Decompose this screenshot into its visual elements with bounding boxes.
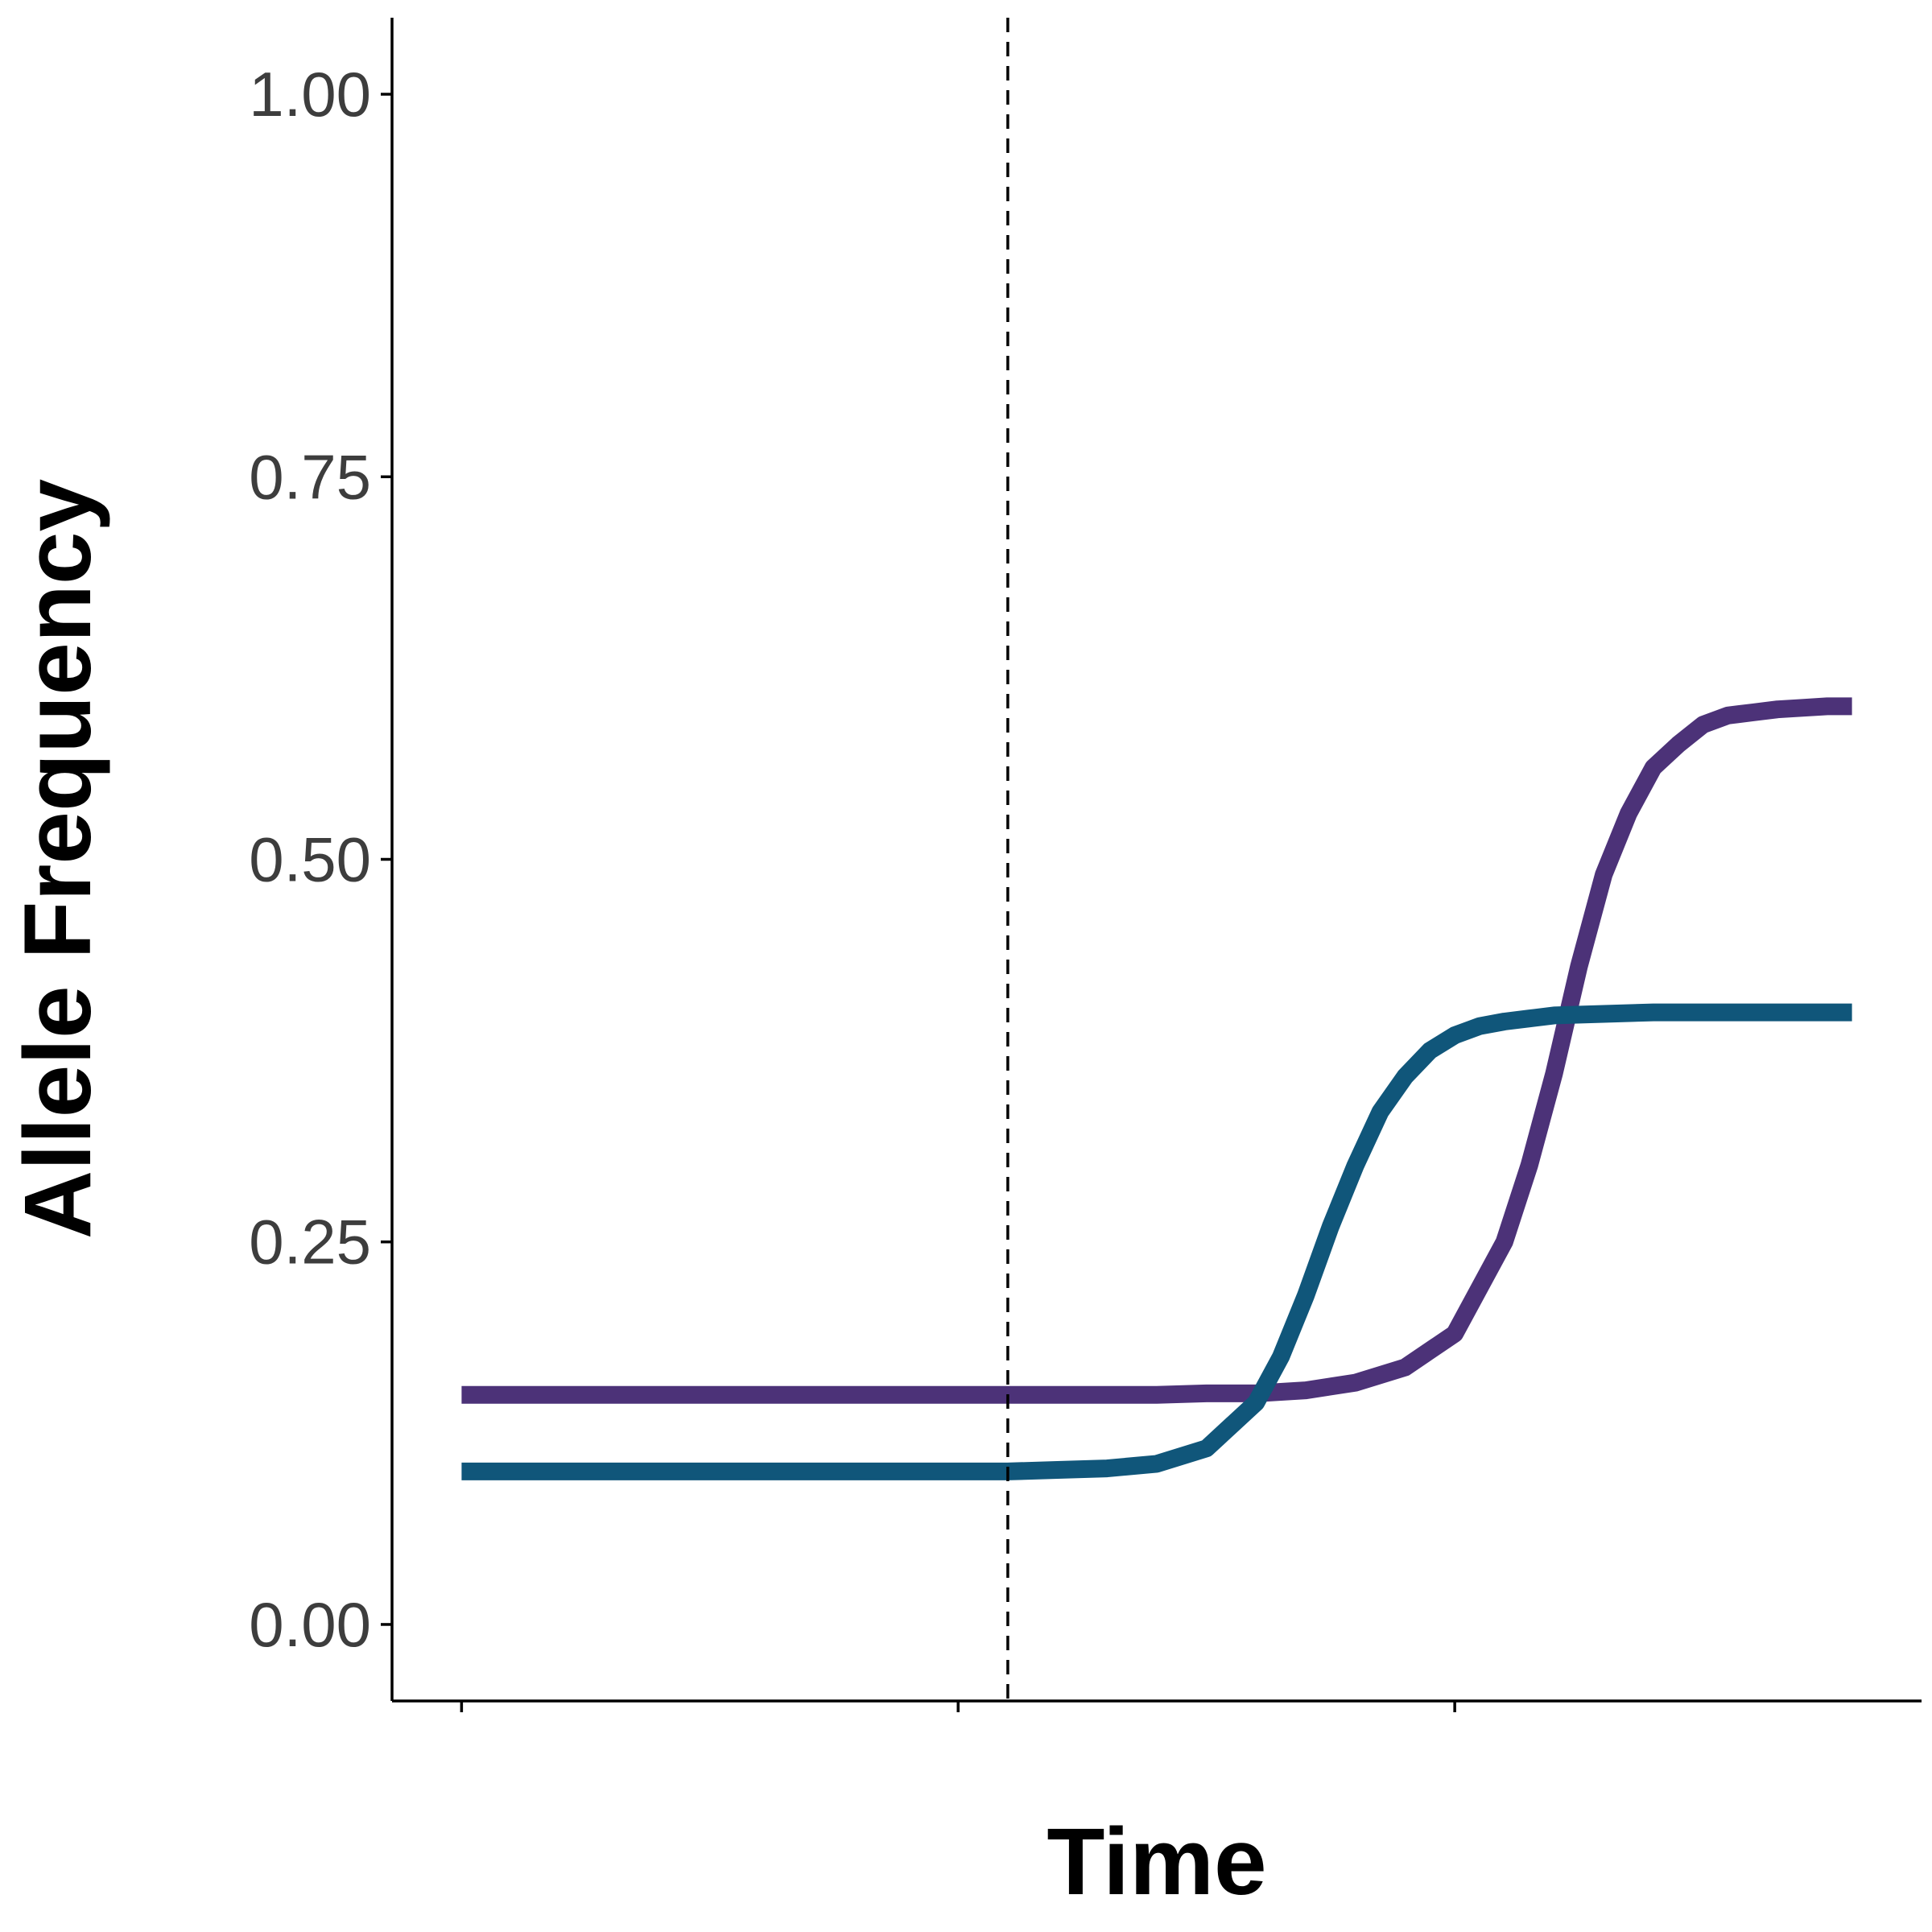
y-tick-label: 0.25 — [249, 1207, 371, 1278]
y-tick-label: 1.00 — [249, 59, 371, 130]
y-axis-ticks: 0.00 0.25 0.50 0.75 1.00 — [249, 59, 392, 1660]
series-line-1 — [461, 697, 1852, 1404]
x-axis-title: Time — [1046, 1809, 1266, 1915]
y-axis-title: Allele Frequency — [5, 479, 111, 1239]
x-axis-ticks — [460, 1701, 1456, 1712]
series-line-2 — [461, 1003, 1852, 1480]
y-tick-label: 0.75 — [249, 441, 371, 512]
series-layer — [461, 697, 1852, 1480]
y-tick-label: 0.00 — [249, 1589, 371, 1660]
y-tick-label: 0.50 — [249, 824, 371, 895]
